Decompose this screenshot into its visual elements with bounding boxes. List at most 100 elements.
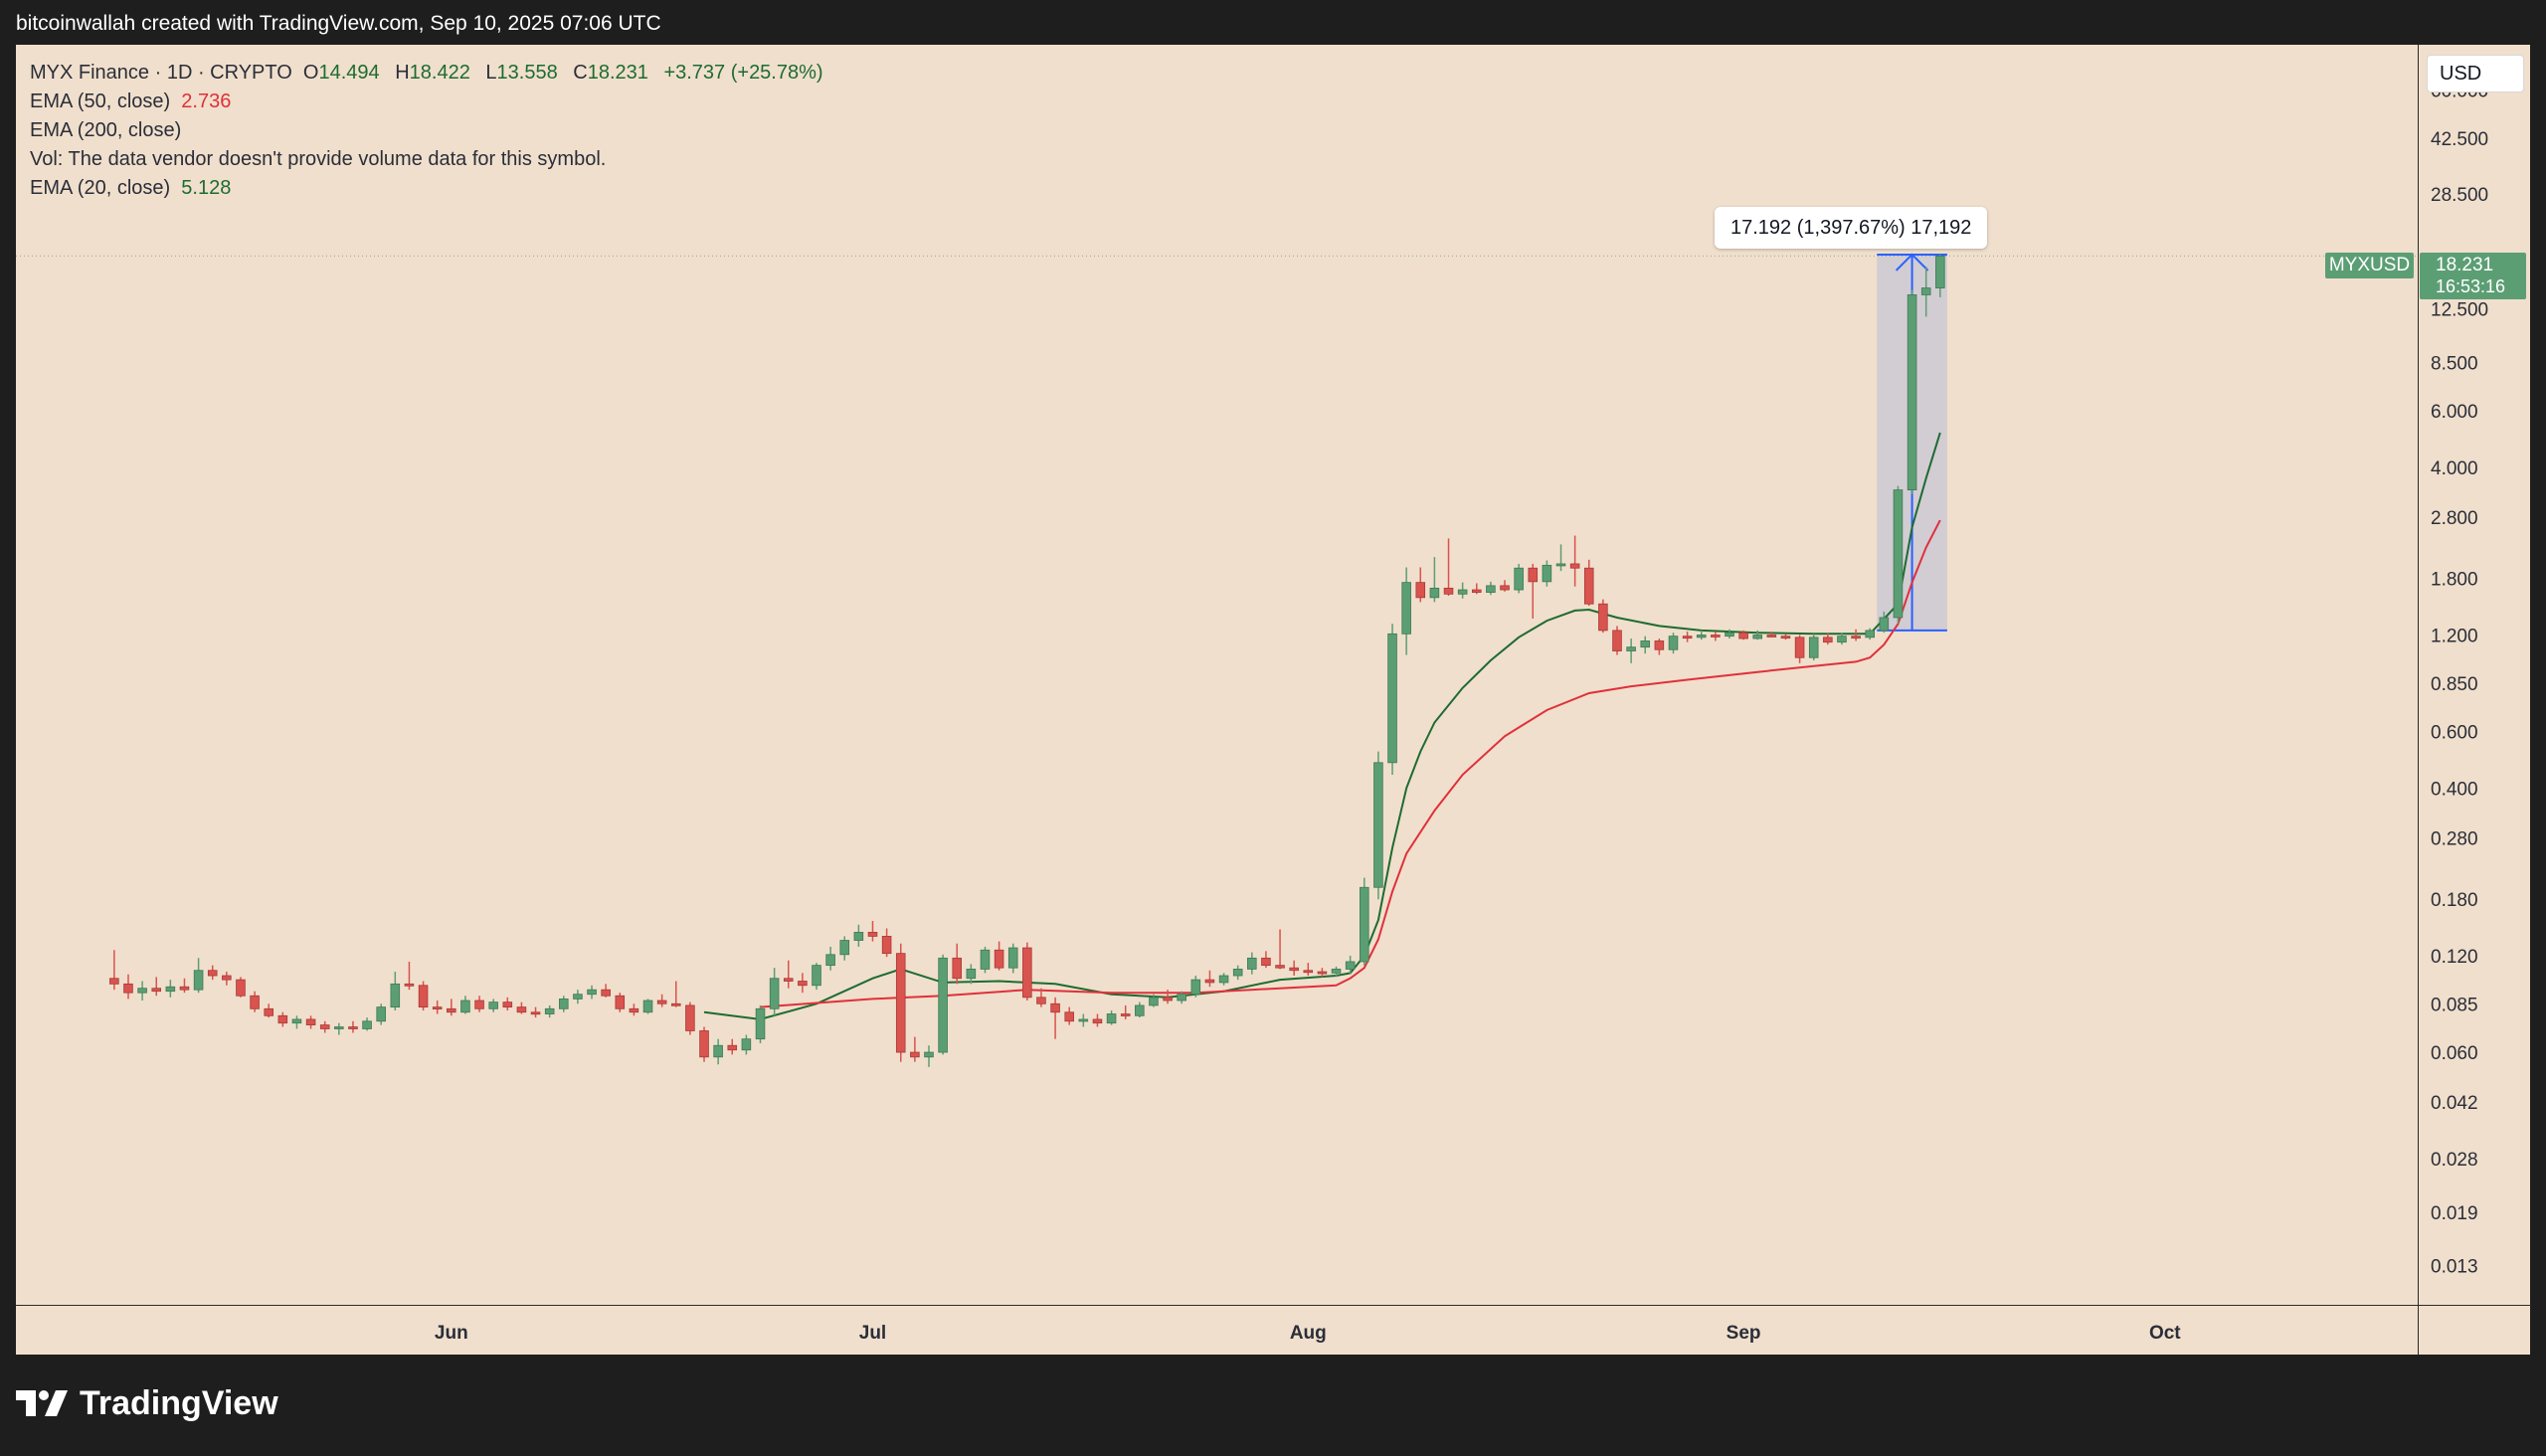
candle-body [502, 1001, 513, 1008]
price-tick-label: 28.500 [2431, 185, 2488, 206]
candle-body [1696, 635, 1707, 638]
candle-body [1851, 636, 1861, 639]
candle-body [1457, 589, 1468, 595]
symbol-name[interactable]: MYX Finance · 1D · CRYPTO [30, 62, 292, 84]
candle-body [544, 1007, 555, 1014]
candle-body [1808, 637, 1819, 658]
candle-body [1360, 886, 1369, 963]
ema50-value: 2.736 [181, 91, 232, 112]
candle-body [1766, 635, 1777, 637]
candle-body [853, 932, 864, 941]
change-value: +3.737 (+25.78%) [663, 62, 823, 84]
candle-body [1064, 1011, 1074, 1022]
currency-selector[interactable]: USD [2427, 55, 2524, 92]
candle-body [1865, 630, 1875, 638]
low-value: 13.558 [496, 62, 558, 84]
time-axis[interactable]: Jun Jul Aug Sep Oct [16, 1305, 2418, 1356]
candle-body [1303, 970, 1314, 974]
candle-body [783, 978, 794, 982]
candle-body [1163, 997, 1173, 1001]
candle-body [825, 954, 835, 967]
ohlc-row: MYX Finance · 1D · CRYPTO O14.494 H18.42… [30, 59, 833, 88]
time-tick-label: Jul [859, 1323, 886, 1344]
volume-row[interactable]: Vol: The data vendor doesn't provide vol… [30, 145, 833, 174]
time-axis-labels: Jun Jul Aug Sep Oct [435, 1323, 2181, 1344]
candle-body [1569, 563, 1580, 569]
candle-body [1542, 564, 1552, 583]
candle-body [1036, 997, 1046, 1004]
price-tick-label: 0.013 [2431, 1256, 2478, 1277]
candle-body [460, 1000, 470, 1013]
candle-body [755, 1007, 766, 1040]
price-tick-label: 4.000 [2431, 458, 2478, 479]
candle-body [1261, 957, 1271, 967]
candle-body [1514, 567, 1524, 591]
ema20-value: 5.128 [181, 177, 232, 199]
time-tick-label: Jun [435, 1323, 468, 1344]
candle-body [1190, 979, 1201, 996]
candle-body [952, 957, 963, 980]
candle-body [1443, 587, 1454, 595]
candle-body [924, 1051, 934, 1058]
candle-body [699, 1030, 709, 1058]
candle-body [516, 1006, 527, 1013]
candle-body [474, 1000, 484, 1009]
candle-body [404, 983, 415, 987]
candle-body [966, 969, 977, 980]
candle-body [362, 1020, 372, 1029]
candle-body [291, 1018, 302, 1024]
ema20-label: EMA (20, close) [30, 177, 171, 199]
price-tick-label: 0.085 [2431, 995, 2478, 1015]
measure-arrow-head [1895, 253, 1929, 272]
candle-body [1092, 1018, 1103, 1024]
chart-legend: MYX Finance · 1D · CRYPTO O14.494 H18.42… [30, 59, 833, 203]
candle-body [1738, 632, 1748, 639]
candle-body [1232, 969, 1243, 977]
candle-body [1555, 563, 1566, 567]
time-tick-label: Aug [1290, 1323, 1327, 1344]
ema200-row[interactable]: EMA (200, close) [30, 116, 833, 145]
ema50-row[interactable]: EMA (50, close) 2.736 [30, 88, 833, 116]
price-axis[interactable]: 60.00042.50028.50012.5008.5006.0004.0002… [2418, 45, 2531, 1305]
high-key: H [395, 62, 410, 84]
price-tick-label: 8.500 [2431, 353, 2478, 374]
tradingview-logo-icon [16, 1390, 68, 1416]
candle-body [488, 1001, 498, 1009]
candle-body [1415, 582, 1426, 599]
open-key: O [302, 62, 319, 84]
candle-body [390, 983, 401, 1008]
candle-body [1612, 630, 1622, 651]
price-tick-label: 0.280 [2431, 828, 2478, 849]
price-chart[interactable] [16, 45, 2418, 1305]
candle-body [151, 988, 162, 993]
candle-body [1598, 603, 1608, 632]
chart-frame[interactable]: 60.00042.50028.50012.5008.5006.0004.0002… [16, 45, 2531, 1356]
candle-body [1106, 1013, 1117, 1024]
candle-body [980, 949, 991, 970]
price-tick-label: 1.800 [2431, 570, 2478, 591]
candle-body [1078, 1018, 1089, 1022]
price-tick-label: 0.042 [2431, 1093, 2478, 1114]
ema20-row[interactable]: EMA (20, close) 5.128 [30, 174, 833, 203]
candle-body [1752, 635, 1763, 639]
candle-body [530, 1011, 541, 1015]
candle-body [1022, 947, 1032, 999]
candle-body [910, 1051, 920, 1058]
candle-body [334, 1026, 344, 1029]
ema20-line [703, 432, 1941, 1020]
axis-corner[interactable] [2418, 1305, 2531, 1356]
open-value: 14.494 [318, 62, 380, 84]
candle-body [769, 978, 780, 1009]
price-tick-label: 0.850 [2431, 674, 2478, 695]
candle-body [137, 988, 147, 994]
price-tick-label: 42.500 [2431, 129, 2488, 150]
candle-body [1177, 994, 1186, 1001]
plot-area[interactable] [16, 45, 2418, 1305]
candle-body [867, 932, 878, 937]
candle-body [1050, 1002, 1060, 1013]
candle-body [881, 936, 892, 955]
candle-body [264, 1007, 273, 1016]
top-bar: bitcoinwallah created with TradingView.c… [0, 0, 2546, 45]
candle-body [1007, 947, 1018, 969]
candle-body [656, 1000, 667, 1004]
